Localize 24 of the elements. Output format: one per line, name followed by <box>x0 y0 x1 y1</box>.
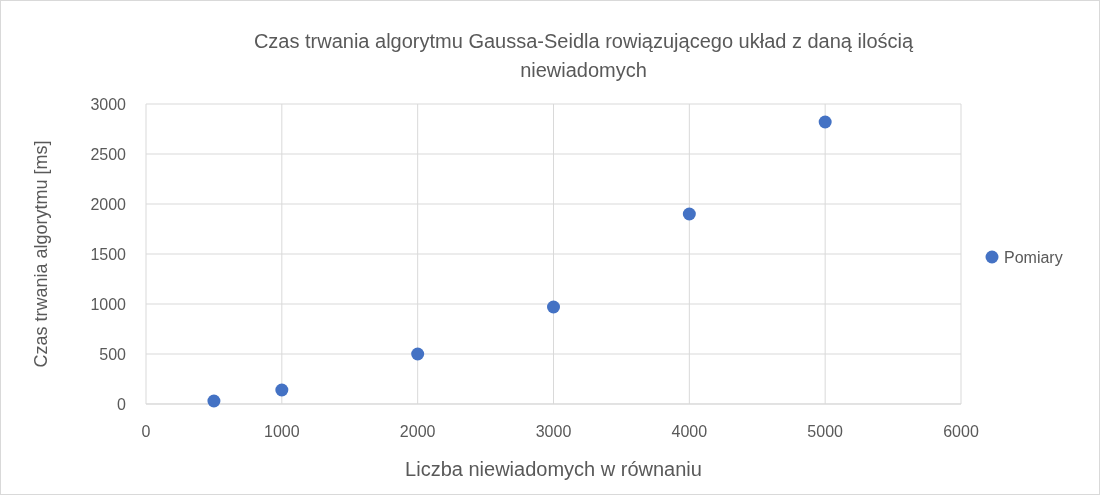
y-tick-label: 500 <box>99 346 127 363</box>
x-tick-label: 3000 <box>535 423 572 440</box>
y-axis-title: Czas trwania algorytmu [ms] <box>31 140 51 368</box>
point <box>275 383 289 397</box>
x-tick-label: 1000 <box>264 423 300 440</box>
y-tick-label: 2000 <box>90 196 127 213</box>
point <box>818 115 832 129</box>
point <box>411 347 425 361</box>
y-tick-label: 3000 <box>90 96 127 113</box>
y-tick-label: 2500 <box>90 146 127 163</box>
x-tick-label: 6000 <box>943 423 979 440</box>
legend-label: Pomiary <box>1004 249 1063 266</box>
x-tick-label: 2000 <box>399 423 436 440</box>
point <box>682 207 696 221</box>
x-tick-label: 4000 <box>671 423 708 440</box>
y-tick-label: 0 <box>117 396 127 413</box>
x-tick-label: 5000 <box>807 423 844 440</box>
point <box>207 394 221 408</box>
x-axis-title: Liczba niewiadomych w równaniu <box>405 458 702 480</box>
point <box>547 300 560 314</box>
y-tick-label: 1500 <box>90 246 127 263</box>
x-tick-label: 0 <box>141 423 151 440</box>
chart-title: Czas trwania algorytmu Gaussa-Seidla rowiązującego układ z daną ilością niewiadomych <box>253 30 914 81</box>
y-tick-label: 1000 <box>90 296 127 313</box>
